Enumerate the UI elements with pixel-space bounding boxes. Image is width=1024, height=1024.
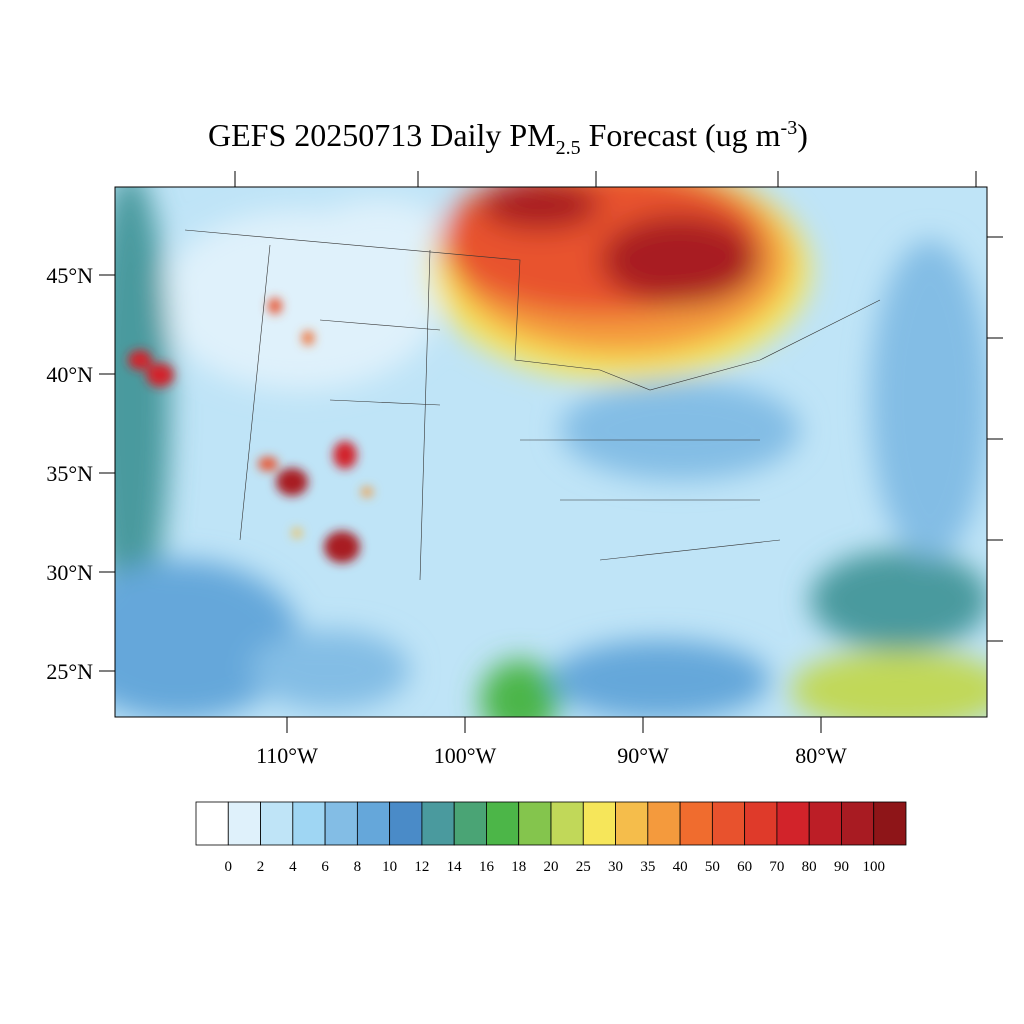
lon-label: 100°W — [434, 743, 497, 768]
lat-label: 25°N — [46, 659, 93, 684]
colorbar-label: 100 — [862, 859, 885, 875]
colorbar-box — [421, 801, 455, 846]
colorbar-label: 8 — [354, 859, 362, 875]
pm25-field — [115, 187, 987, 717]
colorbar-box — [647, 801, 681, 846]
colorbar-label: 80 — [802, 859, 817, 875]
colorbar-label: 90 — [834, 859, 849, 875]
colorbar-box — [389, 801, 423, 846]
frame-ticks — [234, 171, 1003, 642]
colorbar-box — [873, 801, 907, 846]
colorbar-box — [453, 801, 487, 846]
lat-label: 40°N — [46, 362, 93, 387]
colorbar-box — [324, 801, 358, 846]
colorbar-label: 25 — [576, 859, 591, 875]
colorbar-label: 60 — [737, 859, 752, 875]
title: GEFS 20250713 Daily PM2.5 Forecast (ug m… — [208, 117, 808, 159]
colorbar-label: 12 — [414, 859, 429, 875]
colorbar-label: 10 — [382, 859, 397, 875]
lat-label: 45°N — [46, 263, 93, 288]
colorbar-label: 20 — [544, 859, 559, 875]
colorbar-box — [195, 801, 229, 846]
colorbar-label: 70 — [769, 859, 784, 875]
colorbar-box — [260, 801, 294, 846]
lon-label: 110°W — [256, 743, 318, 768]
lat-label: 35°N — [46, 461, 93, 486]
lat-label: 30°N — [46, 560, 93, 585]
colorbar-label: 6 — [321, 859, 329, 875]
colorbar-box — [615, 801, 649, 846]
colorbar-label: 30 — [608, 859, 623, 875]
colorbar-box — [776, 801, 810, 846]
colorbar-box — [711, 801, 746, 846]
colorbar-box — [550, 801, 584, 846]
colorbar-box — [744, 801, 778, 846]
colorbar-label: 50 — [705, 859, 720, 875]
map-frame — [114, 186, 988, 718]
colorbar-box — [679, 801, 713, 846]
colorbar-label: 35 — [640, 859, 655, 875]
colorbar-box — [808, 801, 842, 846]
lon-label: 80°W — [795, 743, 847, 768]
colorbar-label: 0 — [225, 859, 233, 875]
colorbar-box — [292, 801, 326, 846]
colorbar-label: 4 — [289, 859, 297, 875]
colorbar-box — [518, 801, 552, 846]
lon-label: 90°W — [617, 743, 669, 768]
colorbar-label: 14 — [447, 859, 463, 875]
colorbar-label: 16 — [479, 859, 495, 875]
colorbar-label: 18 — [511, 859, 526, 875]
colorbar-box — [227, 801, 261, 846]
colorbar-box — [841, 801, 875, 846]
colorbar-box — [486, 801, 520, 846]
colorbar-label: 40 — [673, 859, 688, 875]
colorbar-label: 2 — [257, 859, 265, 875]
colorbar-box — [582, 801, 616, 846]
colorbar-box — [356, 801, 391, 846]
